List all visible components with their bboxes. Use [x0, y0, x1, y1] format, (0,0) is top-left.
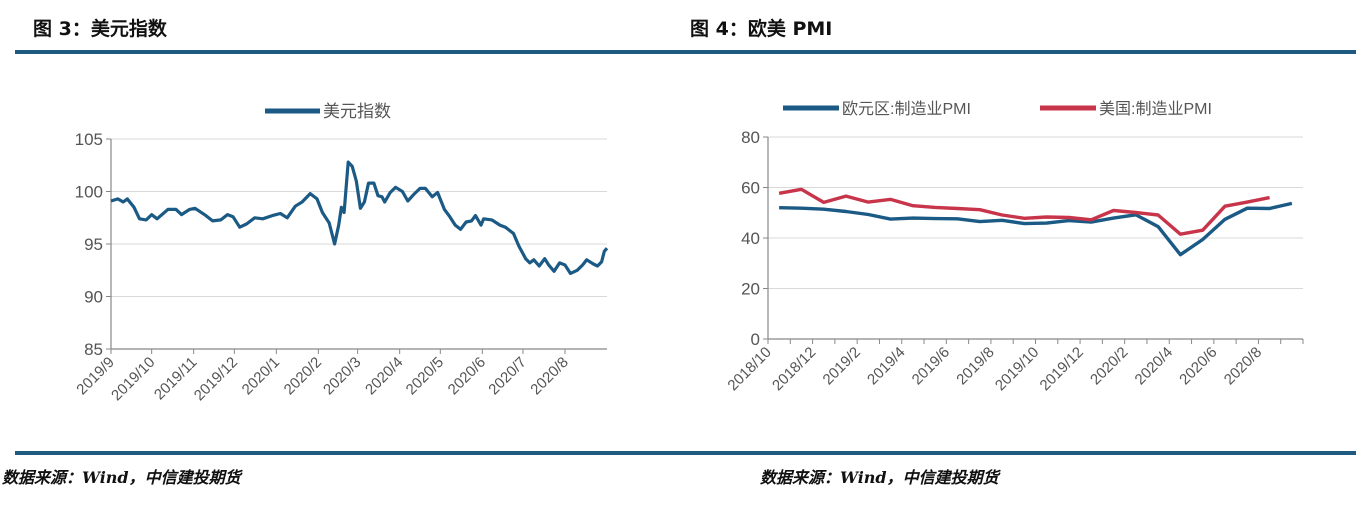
x-tick-label: 2020/2	[281, 354, 325, 398]
y-tick-label: 20	[741, 280, 760, 299]
x-tick-label: 2019/10	[108, 354, 158, 404]
x-tick-label: 2019/8	[953, 344, 997, 388]
y-tick-label: 100	[75, 183, 103, 202]
figure-4-source: 数据来源：Wind，中信建投期货	[760, 468, 999, 487]
x-tick-label: 2020/8	[527, 354, 571, 398]
x-tick-label: 2019/11	[151, 354, 201, 404]
figure-3-title: 图 3：美元指数	[33, 18, 167, 40]
x-tick-label: 2019/12	[191, 354, 241, 404]
top-divider	[15, 50, 1356, 54]
x-tick-label: 2020/4	[1132, 344, 1176, 388]
x-tick-label: 2019/4	[864, 344, 908, 388]
x-tick-label: 2020/3	[320, 354, 364, 398]
x-tick-label: 2020/2	[1087, 344, 1131, 388]
y-tick-label: 40	[741, 229, 760, 248]
bottom-divider	[15, 451, 1356, 455]
y-tick-label: 105	[75, 130, 103, 149]
legend-label: 美元指数	[323, 102, 391, 121]
y-tick-label: 0	[751, 330, 760, 349]
y-tick-label: 80	[741, 128, 760, 147]
x-tick-label: 2020/7	[485, 354, 529, 398]
x-tick-label: 2018/12	[769, 344, 819, 394]
x-tick-label: 2019/2	[820, 344, 864, 388]
series-line-euro-pmi	[779, 201, 1293, 257]
x-tick-label: 2020/6	[1176, 344, 1220, 388]
y-tick-label: 95	[84, 235, 103, 254]
figure-4-title: 图 4：欧美 PMI	[690, 18, 833, 40]
x-tick-label: 2019/12	[1037, 344, 1087, 394]
y-tick-label: 90	[84, 288, 103, 307]
x-tick-label: 2019/10	[992, 344, 1042, 394]
x-tick-label: 2020/5	[403, 354, 447, 398]
legend-label: 欧元区:制造业PMI	[842, 100, 971, 118]
x-tick-label: 2019/6	[909, 344, 953, 388]
x-tick-label: 2020/6	[445, 354, 489, 398]
x-tick-label: 2020/8	[1221, 344, 1265, 388]
legend-label: 美国:制造业PMI	[1099, 100, 1212, 118]
series-line-us-pmi	[778, 187, 1270, 236]
x-tick-label: 2020/1	[239, 354, 283, 398]
figure-3-source: 数据来源：Wind，中信建投期货	[2, 468, 241, 487]
y-tick-label: 85	[84, 340, 103, 359]
y-tick-label: 60	[741, 179, 760, 198]
x-tick-label: 2020/4	[362, 354, 406, 398]
series-line-dollar-index	[110, 160, 609, 275]
x-tick-label: 2018/10	[724, 344, 774, 394]
